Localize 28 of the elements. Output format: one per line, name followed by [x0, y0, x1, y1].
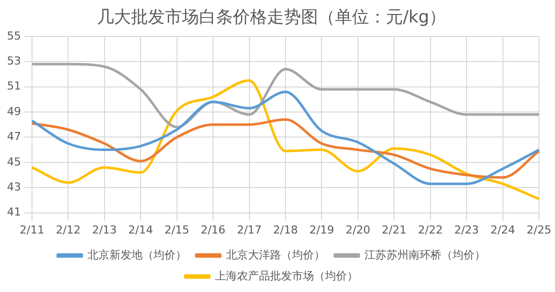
- x-tick-label: 2/22: [418, 223, 443, 236]
- legend-label: 北京大洋路（均价）: [226, 248, 325, 262]
- legend-label: 江苏苏州南环桥（均价）: [364, 248, 486, 262]
- x-tick-label: 2/20: [346, 223, 370, 236]
- y-tick-label: 43: [6, 180, 21, 194]
- x-tick-label: 2/25: [526, 223, 552, 236]
- y-tick-label: 51: [6, 80, 21, 93]
- x-tick-label: 2/12: [56, 223, 81, 236]
- x-tick-label: 2/21: [382, 223, 406, 236]
- legend-label: 北京新发地（均价）: [87, 248, 186, 262]
- chart-title: 几大批发市场白条价格走势图（单位：元/kg）: [96, 8, 446, 28]
- x-tick-label: 2/19: [309, 223, 334, 236]
- y-tick-label: 41: [6, 206, 21, 219]
- y-tick-label: 53: [6, 54, 21, 68]
- y-tick-label: 55: [6, 29, 21, 42]
- x-tick-label: 2/24: [490, 223, 516, 236]
- x-tick-label: 2/23: [454, 223, 479, 236]
- x-tick-label: 2/14: [128, 223, 153, 236]
- legend-label: 上海农产品批发市场（均价）: [214, 269, 358, 282]
- x-tick-label: 2/16: [200, 223, 226, 236]
- x-tick-label: 2/17: [236, 223, 262, 236]
- y-tick-label: 45: [6, 155, 21, 168]
- x-tick-label: 2/15: [164, 223, 190, 236]
- x-tick-label: 2/18: [273, 223, 298, 236]
- x-tick-label: 2/11: [20, 223, 44, 236]
- y-tick-label: 47: [6, 130, 21, 144]
- y-tick-label: 49: [6, 104, 21, 118]
- x-tick-label: 2/13: [92, 223, 117, 236]
